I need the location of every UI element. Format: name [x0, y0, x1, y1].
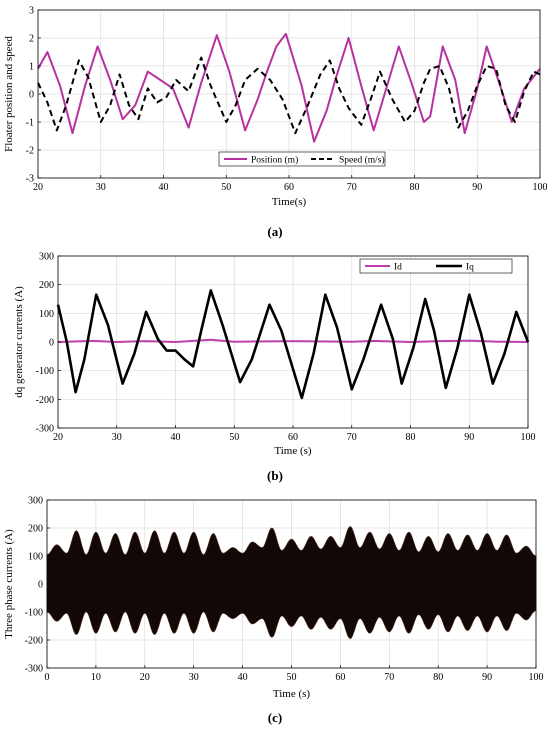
chart-1-xtick-label-0: 20 [53, 432, 63, 443]
chart-2-ytick-label-5: 200 [28, 524, 43, 535]
chart-1-ytick-label-3: 0 [49, 338, 54, 349]
chart-0-ytick-label-2: -1 [26, 118, 34, 129]
chart-1-ytick-label-4: 100 [39, 309, 54, 320]
chart-1-xtick-label-7: 90 [464, 432, 474, 443]
chart-2-xtick-label-2: 20 [140, 672, 150, 683]
chart-0-xtick-label-8: 100 [533, 182, 548, 193]
chart-0-legend-box [218, 151, 386, 167]
panel-c-three-phase-currents-chart: 0 10 20 30 40 50 60 70 80 90 100 -300 -200 -100 0 100 20… [3, 496, 544, 701]
chart-1-series-1-line [56, 289, 530, 400]
chart-0-xtick-label-1: 30 [96, 182, 106, 193]
chart-0-xtick-label-7: 90 [472, 182, 482, 193]
chart-1-xtick-label-6: 80 [406, 432, 416, 443]
chart-2-ytick-label-1: -200 [25, 636, 43, 647]
chart-2-xlabel: Time (s) [273, 688, 311, 700]
chart-1-ytick-label-1: -200 [36, 395, 54, 406]
chart-1-xlabel: Time (s) [274, 445, 312, 457]
chart-1-ytick-label-0: -300 [36, 424, 54, 435]
chart-0-ytick-label-3: 0 [29, 90, 34, 101]
chart-1-xtick-label-4: 60 [288, 432, 298, 443]
panel-a-position-speed-chart: 20 30 40 50 60 70 80 90 100 -3 -2 -1 0 1 2 3 Time(s) Floa… [3, 6, 548, 209]
chart-2-xtick-label-0: 0 [45, 672, 50, 683]
panel-label-c: (c) [268, 710, 282, 725]
chart-0-xtick-label-0: 20 [33, 182, 43, 193]
chart-0-xtick-label-5: 70 [347, 182, 357, 193]
chart-0-ytick-label-1: -2 [26, 146, 34, 157]
chart-2-xtick-label-6: 60 [335, 672, 345, 683]
chart-0-series-0-line [37, 32, 541, 143]
chart-0-ylabel: Floater position and speed [3, 36, 15, 152]
chart-1-ytick-label-5: 200 [39, 280, 54, 291]
chart-1-xtick-label-2: 40 [171, 432, 181, 443]
chart-1-xtick-label-1: 30 [112, 432, 122, 443]
chart-2-ytick-label-2: -100 [25, 608, 43, 619]
panel-b-dq-currents-chart: 20 30 40 50 60 70 80 90 100 -300 -200 -100 0 100 200 30… [13, 252, 536, 458]
panel-label-a: (a) [267, 224, 282, 239]
chart-1-ytick-label-2: -100 [36, 366, 54, 377]
chart-2-xtick-label-5: 50 [287, 672, 297, 683]
chart-2-ytick-label-6: 300 [28, 496, 43, 507]
chart-0-ytick-label-6: 3 [29, 6, 34, 17]
chart-2-xtick-label-8: 80 [433, 672, 443, 683]
chart-1-xtick-label-5: 70 [347, 432, 357, 443]
chart-2-ytick-label-4: 100 [28, 552, 43, 563]
chart-0-ytick-label-0: -3 [26, 174, 34, 185]
panel-label-b: (b) [267, 468, 283, 483]
chart-1-xtick-label-8: 100 [521, 432, 536, 443]
chart-1-legend-label-1: Iq [466, 263, 474, 273]
chart-1-ytick-label-6: 300 [39, 252, 54, 263]
chart-2-xtick-label-4: 40 [238, 672, 248, 683]
chart-0-xtick-label-2: 40 [159, 182, 169, 193]
chart-2-xtick-label-7: 70 [384, 672, 394, 683]
chart-0-ytick-label-4: 1 [29, 62, 34, 73]
chart-2-ytick-label-0: -300 [25, 664, 43, 675]
chart-0-legend-label-1: Speed (m/s) [339, 155, 385, 166]
chart-0-xlabel: Time(s) [272, 196, 307, 208]
chart-0-xtick-label-3: 50 [221, 182, 231, 193]
chart-0-xtick-label-6: 80 [410, 182, 420, 193]
chart-2-xtick-label-1: 10 [91, 672, 101, 683]
chart-1-ylabel: dq generator currents (A) [13, 286, 25, 398]
chart-0-xtick-label-4: 60 [284, 182, 294, 193]
chart-2-xtick-label-3: 30 [189, 672, 199, 683]
chart-0-ytick-label-5: 2 [29, 34, 34, 45]
chart-2-ylabel: Three phase currents (A) [3, 529, 15, 639]
chart-1-xtick-label-3: 50 [229, 432, 239, 443]
chart-2-xtick-label-9: 90 [482, 672, 492, 683]
chart-0-legend-label-0: Position (m) [251, 155, 298, 166]
chart-2-xtick-label-10: 100 [529, 672, 544, 683]
chart-1-legend-label-0: Id [394, 263, 402, 273]
chart-2-ytick-label-3: 0 [38, 580, 43, 591]
